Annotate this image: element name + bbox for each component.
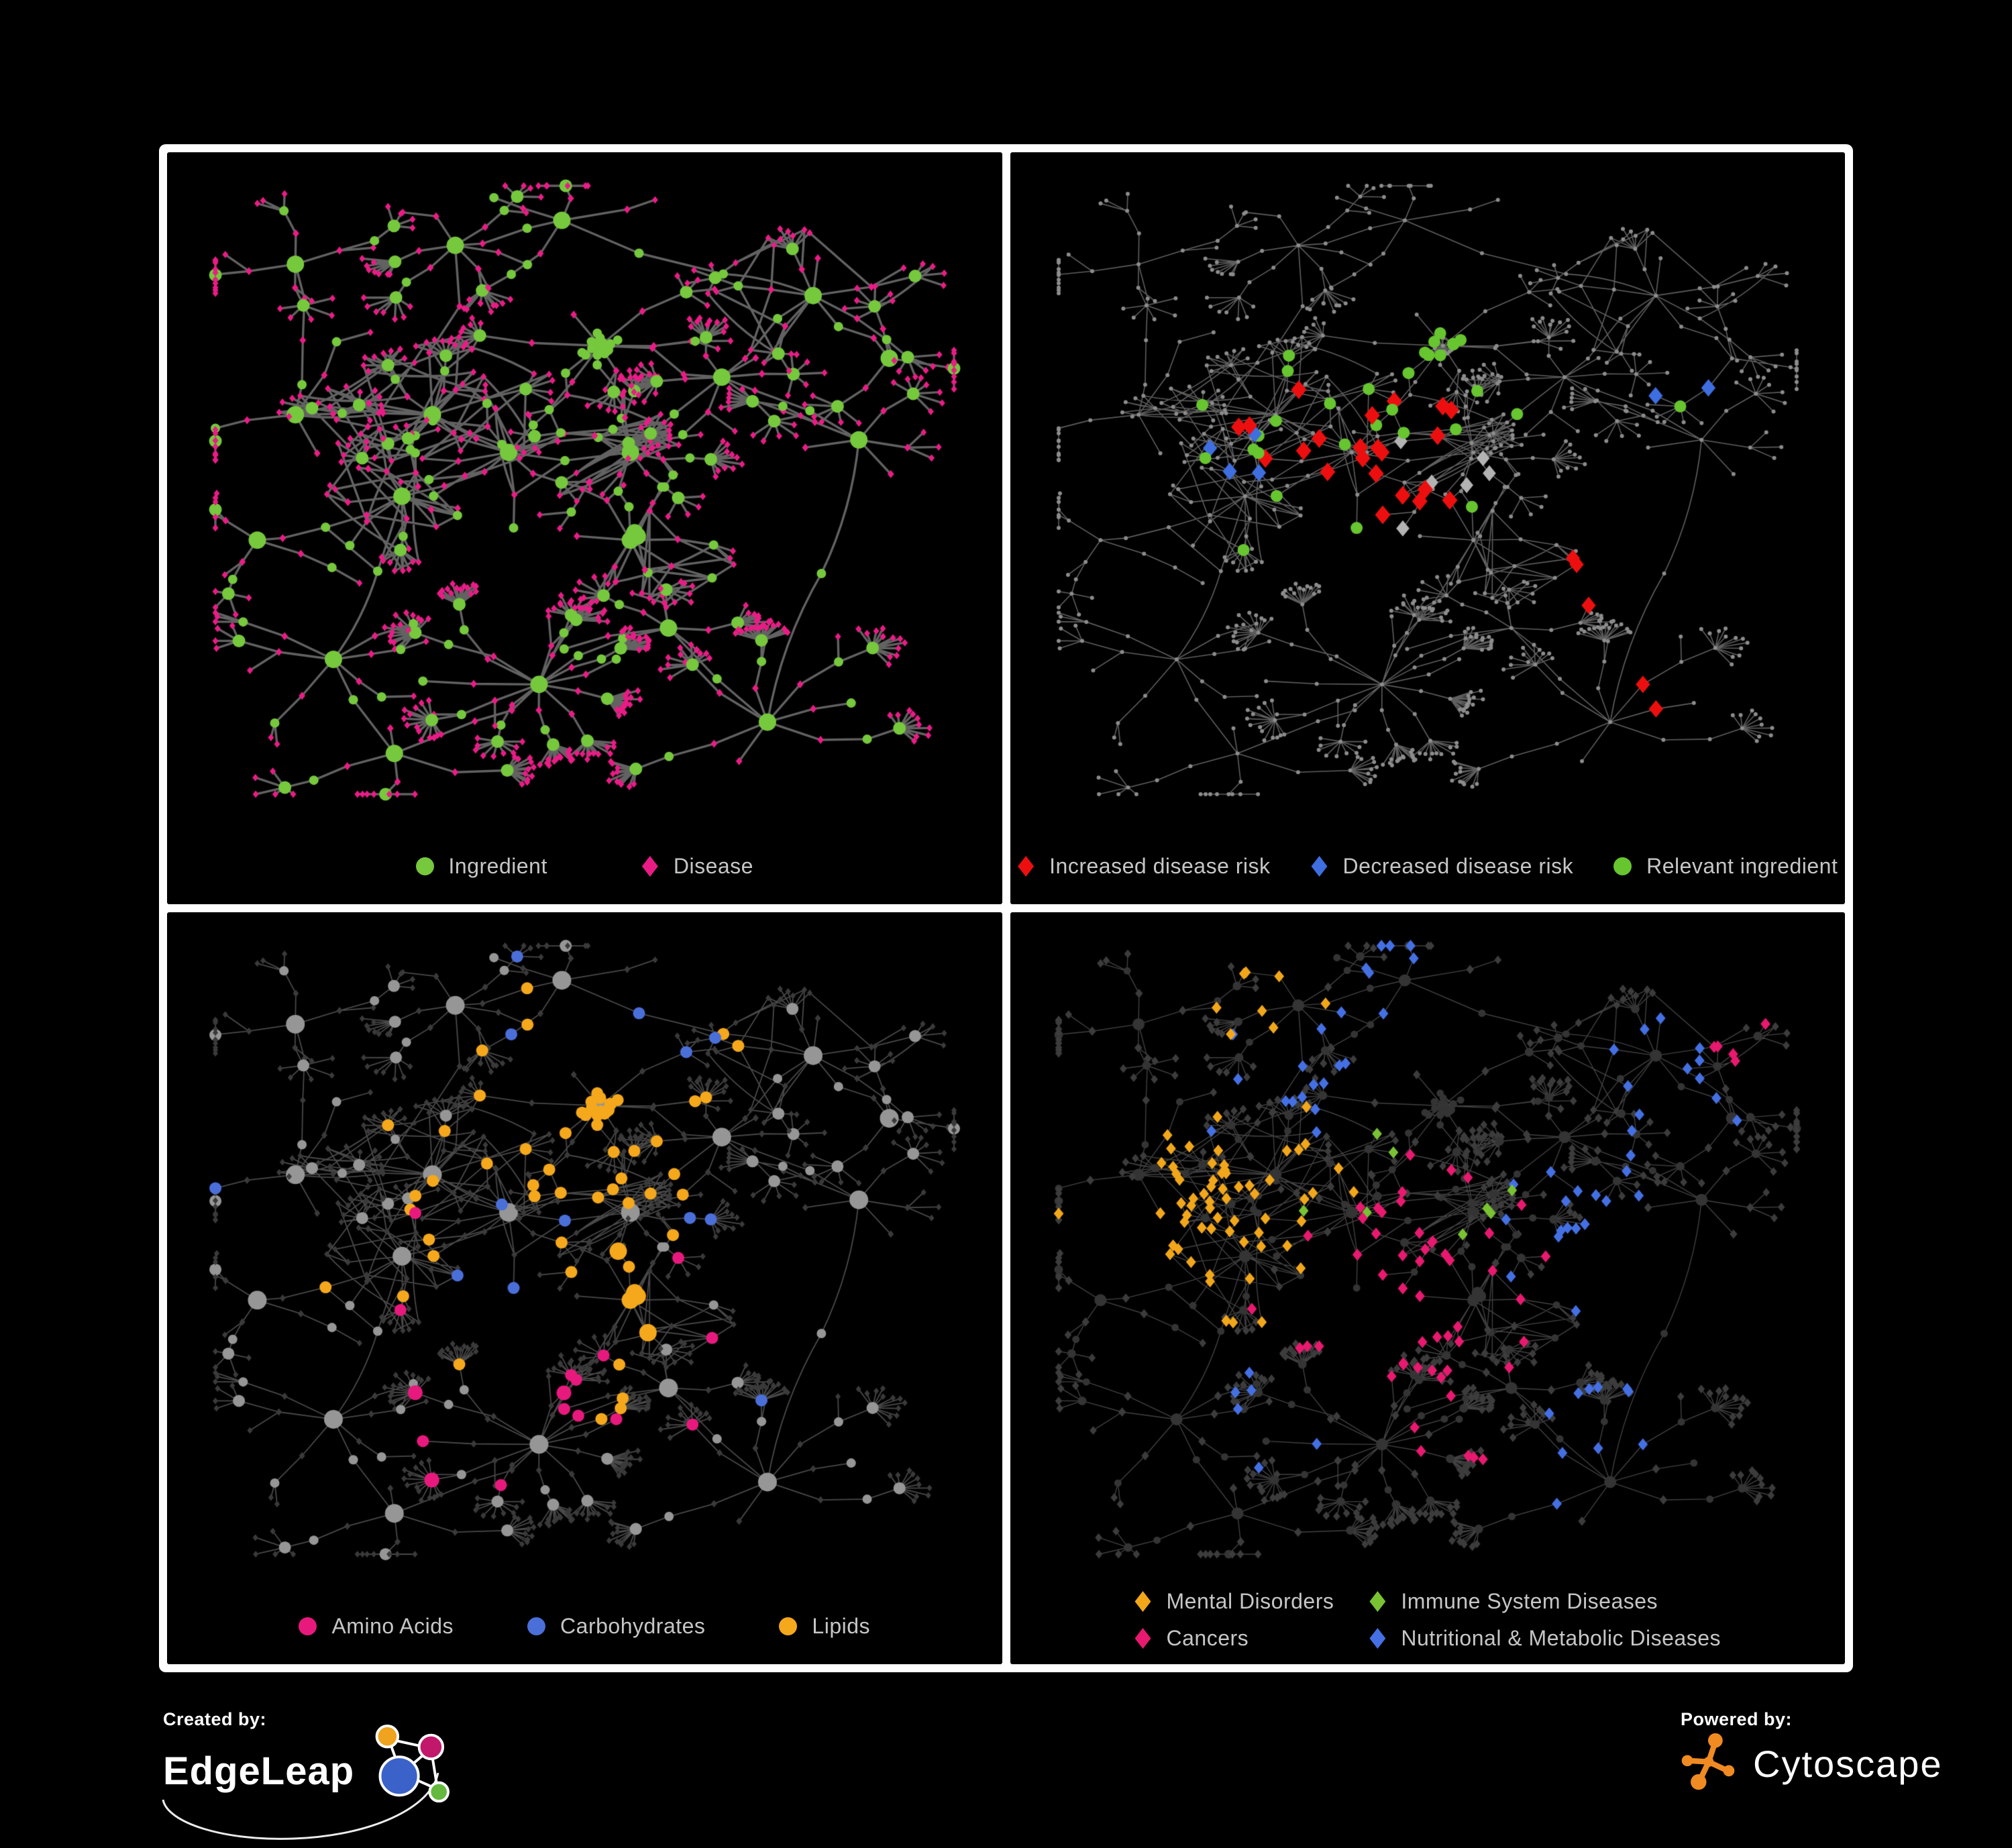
disease-swatch [641,856,658,877]
legend-disease-risk: Increased disease risk Decreased disease… [1010,854,1846,879]
legend-disease-classes: Mental Disorders Immune System Diseases … [1010,1589,1846,1651]
legend-label: Mental Disorders [1166,1589,1334,1613]
created-by-branding: Created by: EdgeLeap [162,1709,456,1840]
legend-label: Carbohydrates [560,1614,706,1638]
edgeleap-logo-text: EdgeLeap [163,1749,355,1793]
edgeleap-node-blue [378,1755,420,1797]
increased-risk-swatch [1018,856,1035,877]
amino-acids-swatch [299,1617,317,1635]
edgeleap-node-orange [375,1724,400,1749]
legend-item: Cancers [1134,1626,1334,1651]
legend-item: Immune System Diseases [1369,1589,1721,1614]
decreased-risk-swatch [1311,856,1328,877]
cytoscape-logo [1681,1733,1735,1790]
relevant-ingredient-swatch [1613,857,1632,875]
legend-item: Amino Acids [299,1614,454,1639]
carbohydrates-swatch [527,1617,546,1635]
panel-nutrient-classes: Amino Acids Carbohydrates Lipids [167,912,1002,1664]
legend-label: Ingredient [448,854,547,878]
panel-disease-classes: Mental Disorders Immune System Diseases … [1010,912,1846,1664]
four-panel-frame: Ingredient Disease Increased disease ris… [159,144,1853,1672]
edgeleap-node-magenta [417,1733,445,1761]
legend-label: Increased disease risk [1049,854,1271,878]
powered-by-branding: Powered by: Cytoscape [1681,1709,1943,1794]
legend-item: Relevant ingredient [1613,854,1838,879]
powered-by-label: Powered by: [1681,1709,1793,1729]
legend-label: Cancers [1166,1626,1249,1650]
legend-item: Carbohydrates [527,1614,705,1639]
legend-label: Nutritional & Metabolic Diseases [1401,1626,1721,1650]
cytoscape-logo-text: Cytoscape [1753,1742,1943,1785]
network-canvas-ingredient-disease [167,152,1002,904]
created-by-label: Created by: [163,1709,267,1729]
legend-item: Disease [641,854,753,879]
legend-item: Increased disease risk [1017,854,1270,879]
network-canvas-disease-classes [1010,912,1845,1664]
legend-label: Disease [673,854,753,878]
ingredient-swatch [415,857,434,875]
legend-item: Nutritional & Metabolic Diseases [1369,1626,1721,1651]
panel-disease-risk: Increased disease risk Decreased disease… [1010,152,1846,904]
mental-disorders-swatch [1134,1591,1151,1612]
legend-label: Decreased disease risk [1342,854,1574,878]
legend-label: Immune System Diseases [1401,1589,1658,1613]
legend-nutrient-classes: Amino Acids Carbohydrates Lipids [167,1614,1002,1639]
legend-label: Amino Acids [331,1614,454,1638]
nutritional-metabolic-diseases-swatch [1369,1628,1386,1649]
network-canvas-nutrient-classes [167,912,1002,1664]
legend-item: Decreased disease risk [1311,854,1574,879]
panel-ingredient-disease: Ingredient Disease [167,152,1002,904]
legend-label: Relevant ingredient [1646,854,1838,878]
legend-item: Mental Disorders [1134,1589,1334,1614]
cancers-swatch [1134,1628,1151,1649]
edgeleap-node-green [428,1781,450,1803]
legend-ingredient-disease: Ingredient Disease [167,854,1002,879]
legend-item: Lipids [779,1614,870,1639]
lipids-swatch [779,1617,798,1635]
legend-label: Lipids [812,1614,871,1638]
legend-item: Ingredient [415,854,547,879]
edgeleap-logo [375,1724,450,1803]
immune-system-diseases-swatch [1369,1591,1386,1612]
network-canvas-disease-risk [1010,152,1845,904]
